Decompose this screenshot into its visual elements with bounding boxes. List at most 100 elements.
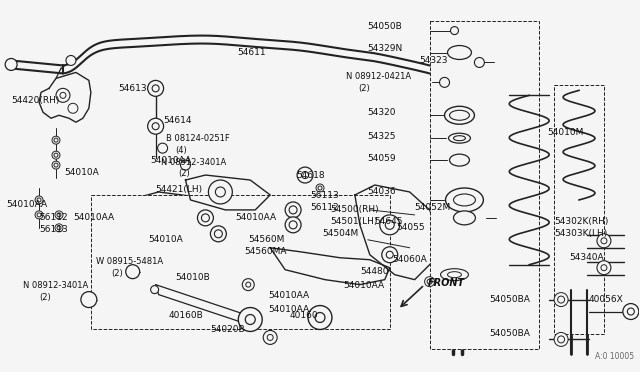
Text: 54010M: 54010M bbox=[547, 128, 584, 137]
Circle shape bbox=[382, 247, 397, 263]
Circle shape bbox=[424, 277, 435, 286]
Circle shape bbox=[54, 163, 58, 167]
Text: 40160: 40160 bbox=[289, 311, 317, 320]
Text: 54050BA: 54050BA bbox=[490, 295, 531, 304]
Circle shape bbox=[54, 138, 58, 142]
Text: 54618: 54618 bbox=[296, 170, 324, 180]
Text: FRONT: FRONT bbox=[428, 278, 465, 288]
Text: 54560MA: 54560MA bbox=[244, 247, 287, 256]
Circle shape bbox=[301, 171, 308, 179]
Circle shape bbox=[263, 330, 277, 344]
Circle shape bbox=[81, 292, 97, 308]
Circle shape bbox=[285, 217, 301, 233]
Ellipse shape bbox=[445, 106, 474, 124]
Ellipse shape bbox=[454, 194, 476, 206]
Text: 54050B: 54050B bbox=[367, 22, 401, 31]
Circle shape bbox=[245, 314, 255, 324]
Circle shape bbox=[243, 279, 254, 291]
Circle shape bbox=[180, 160, 191, 170]
Circle shape bbox=[289, 221, 297, 229]
Text: 54501(LH): 54501(LH) bbox=[330, 217, 378, 227]
Circle shape bbox=[557, 336, 564, 343]
Circle shape bbox=[627, 308, 634, 315]
Circle shape bbox=[125, 265, 140, 279]
Circle shape bbox=[554, 333, 568, 346]
Text: 54500(RH): 54500(RH) bbox=[330, 205, 379, 214]
Circle shape bbox=[37, 213, 41, 217]
Circle shape bbox=[56, 89, 70, 102]
Text: (4): (4) bbox=[175, 145, 188, 155]
Circle shape bbox=[297, 167, 313, 183]
Text: 40056X: 40056X bbox=[589, 295, 624, 304]
Circle shape bbox=[52, 136, 60, 144]
Circle shape bbox=[316, 184, 324, 192]
Circle shape bbox=[554, 293, 568, 307]
Ellipse shape bbox=[449, 133, 470, 143]
Text: 56113: 56113 bbox=[310, 192, 339, 201]
Bar bbox=[91, 195, 390, 330]
Circle shape bbox=[623, 304, 639, 320]
Circle shape bbox=[285, 202, 301, 218]
Text: 54055: 54055 bbox=[397, 223, 426, 232]
Text: 54059: 54059 bbox=[367, 154, 396, 163]
Circle shape bbox=[308, 305, 332, 330]
Text: 54320: 54320 bbox=[367, 108, 396, 117]
Circle shape bbox=[55, 224, 63, 232]
Circle shape bbox=[451, 26, 458, 35]
Text: 54010A: 54010A bbox=[64, 167, 99, 177]
Circle shape bbox=[60, 92, 66, 98]
Text: N 08912-3401A: N 08912-3401A bbox=[161, 158, 226, 167]
Text: 54052M: 54052M bbox=[415, 203, 451, 212]
Circle shape bbox=[601, 238, 607, 244]
Circle shape bbox=[380, 215, 400, 235]
Text: 54010AA: 54010AA bbox=[343, 281, 384, 290]
Text: A:0 10005: A:0 10005 bbox=[595, 352, 634, 361]
Text: 54020B: 54020B bbox=[211, 325, 245, 334]
Circle shape bbox=[315, 312, 325, 323]
Circle shape bbox=[148, 118, 164, 134]
Text: 54010AA: 54010AA bbox=[150, 155, 192, 164]
Circle shape bbox=[55, 211, 63, 219]
Ellipse shape bbox=[445, 188, 483, 212]
Circle shape bbox=[35, 211, 43, 219]
Text: 54010AA: 54010AA bbox=[268, 305, 309, 314]
Text: 56113: 56113 bbox=[39, 225, 68, 234]
Text: 54504M: 54504M bbox=[322, 229, 358, 238]
Circle shape bbox=[597, 234, 611, 248]
Text: 54323: 54323 bbox=[420, 56, 448, 65]
Text: 54060A: 54060A bbox=[393, 255, 428, 264]
Text: 54010AA: 54010AA bbox=[236, 214, 276, 222]
Circle shape bbox=[157, 143, 168, 153]
Text: B 08124-0251F: B 08124-0251F bbox=[166, 134, 229, 143]
Text: 54010AA: 54010AA bbox=[268, 291, 309, 300]
Circle shape bbox=[214, 230, 222, 238]
Circle shape bbox=[385, 220, 394, 229]
Circle shape bbox=[52, 151, 60, 159]
Text: 56112: 56112 bbox=[310, 203, 339, 212]
Text: 56112: 56112 bbox=[39, 214, 68, 222]
Circle shape bbox=[318, 186, 322, 190]
Text: 54325: 54325 bbox=[367, 132, 396, 141]
Circle shape bbox=[150, 286, 159, 294]
Circle shape bbox=[557, 296, 564, 303]
Text: 40160B: 40160B bbox=[168, 311, 204, 320]
Text: 54421(LH): 54421(LH) bbox=[156, 186, 203, 195]
Circle shape bbox=[68, 103, 78, 113]
Polygon shape bbox=[129, 192, 390, 260]
Circle shape bbox=[474, 58, 484, 67]
Text: N 08912-0421A: N 08912-0421A bbox=[346, 72, 411, 81]
Text: (2): (2) bbox=[111, 269, 122, 278]
Text: 54302K(RH): 54302K(RH) bbox=[554, 217, 609, 227]
Ellipse shape bbox=[454, 136, 465, 141]
Bar bbox=[429, 20, 539, 349]
Circle shape bbox=[597, 261, 611, 275]
Circle shape bbox=[238, 308, 262, 331]
Circle shape bbox=[267, 334, 273, 340]
Circle shape bbox=[66, 55, 76, 65]
Text: 54010B: 54010B bbox=[175, 273, 211, 282]
Circle shape bbox=[289, 206, 297, 214]
Text: 54613: 54613 bbox=[119, 84, 147, 93]
Circle shape bbox=[387, 251, 393, 258]
Text: 54010AA: 54010AA bbox=[73, 214, 114, 222]
Circle shape bbox=[211, 226, 227, 242]
